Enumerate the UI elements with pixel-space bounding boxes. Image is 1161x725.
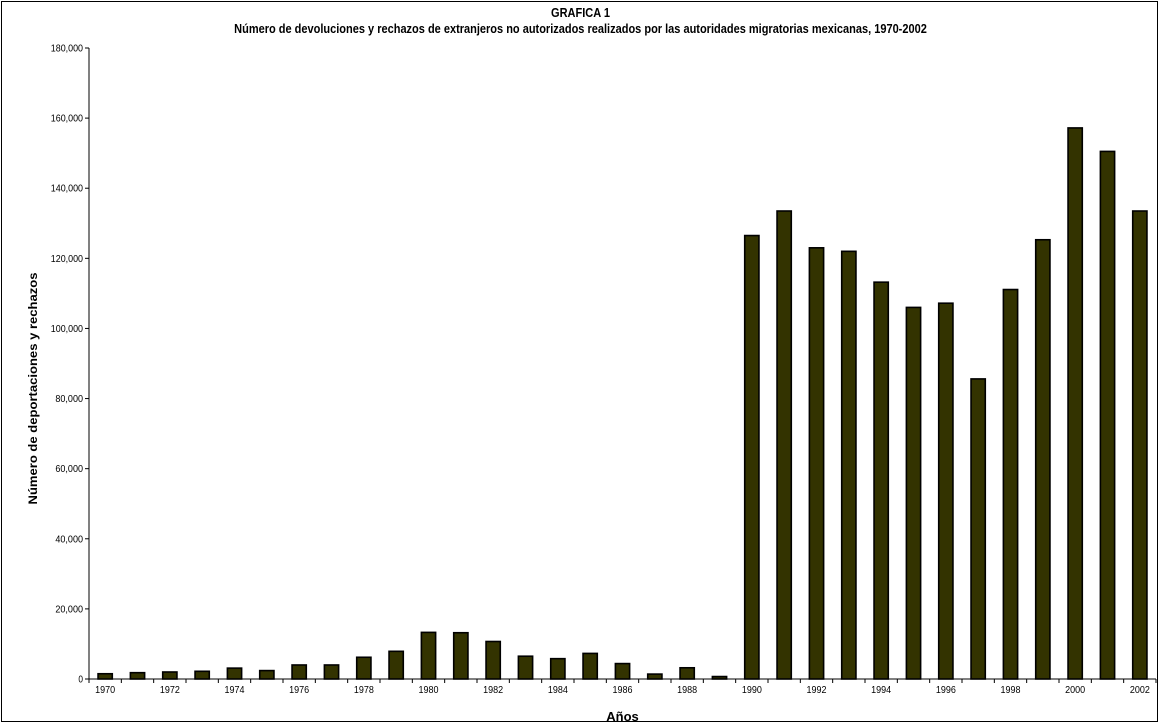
x-tick-label: 1998 bbox=[1001, 685, 1021, 696]
bar-1972 bbox=[161, 671, 178, 680]
bar-1981 bbox=[452, 631, 469, 680]
bars bbox=[97, 127, 1148, 680]
bar-1998 bbox=[1002, 288, 1019, 680]
bar-1978 bbox=[355, 656, 372, 680]
bar-1996 bbox=[937, 302, 954, 680]
y-tick-label: 40,000 bbox=[55, 534, 83, 545]
bar-1992 bbox=[808, 247, 825, 680]
y-tick-label: 20,000 bbox=[55, 604, 83, 615]
bar-1993 bbox=[840, 250, 857, 680]
bar-1991 bbox=[776, 210, 793, 680]
y-axis-title: Número de deportaciones y rechazos bbox=[28, 273, 40, 505]
chart-subtitle: Número de devoluciones y rechazos de ext… bbox=[234, 22, 927, 36]
x-tick-label: 1996 bbox=[936, 685, 956, 696]
x-tick-label: 1980 bbox=[419, 685, 439, 696]
bar-2000 bbox=[1067, 127, 1084, 680]
bar-1971 bbox=[129, 671, 146, 680]
y-tick-label: 140,000 bbox=[51, 184, 84, 195]
bar-1979 bbox=[388, 650, 405, 680]
x-tick-label: 1992 bbox=[807, 685, 827, 696]
bar-1970 bbox=[97, 672, 114, 680]
bar-1982 bbox=[485, 640, 502, 680]
bar-1999 bbox=[1034, 238, 1051, 680]
y-tick-label: 80,000 bbox=[55, 394, 83, 405]
x-tick-label: 1976 bbox=[289, 685, 309, 696]
bar-1980 bbox=[420, 631, 437, 680]
x-tick-label: 1984 bbox=[548, 685, 568, 696]
y-tick-label: 0 bbox=[78, 675, 83, 686]
x-tick-label: 1974 bbox=[225, 685, 245, 696]
x-tick-label: 2002 bbox=[1130, 685, 1150, 696]
bar-1995 bbox=[905, 306, 922, 680]
x-tick-label: 1982 bbox=[483, 685, 503, 696]
bar-1976 bbox=[291, 664, 308, 680]
bar-1975 bbox=[258, 669, 275, 680]
bar-1974 bbox=[226, 667, 243, 680]
bar-1985 bbox=[582, 652, 599, 680]
y-tick-label: 120,000 bbox=[51, 254, 84, 265]
x-axis-title: Años bbox=[606, 709, 639, 724]
x-axis-ticks: 1970 1972 1974 1976 1978 1980 1982 1984 1986 1988… bbox=[88, 679, 1157, 696]
bar-1983 bbox=[517, 655, 534, 680]
x-tick-label: 1978 bbox=[354, 685, 374, 696]
bar-2001 bbox=[1099, 150, 1116, 680]
y-tick-label: 180,000 bbox=[51, 44, 84, 55]
bar-1994 bbox=[873, 281, 890, 680]
y-tick-label: 60,000 bbox=[55, 464, 83, 475]
y-tick-label: 160,000 bbox=[51, 114, 84, 125]
bar-1988 bbox=[679, 666, 696, 680]
bar-1973 bbox=[194, 670, 211, 680]
x-tick-label: 1994 bbox=[871, 685, 891, 696]
x-tick-label: 1970 bbox=[95, 685, 115, 696]
y-tick-label: 100,000 bbox=[51, 324, 84, 335]
bar-1990 bbox=[743, 234, 760, 680]
bar-1984 bbox=[549, 657, 566, 680]
x-tick-label: 1986 bbox=[613, 685, 633, 696]
x-tick-label: 2000 bbox=[1065, 685, 1085, 696]
x-tick-label: 1972 bbox=[160, 685, 180, 696]
chart-title: GRAFICA 1 bbox=[551, 6, 610, 20]
x-tick-label: 1990 bbox=[742, 685, 762, 696]
bar-1977 bbox=[323, 664, 340, 680]
y-axis-ticks: 0 20,000 40,000 60,000 80,000 100,000 120,000 1… bbox=[51, 44, 89, 686]
bar-1997 bbox=[970, 378, 987, 680]
bar-2002 bbox=[1131, 210, 1148, 680]
bar-1987 bbox=[646, 673, 663, 680]
bar-1986 bbox=[614, 662, 631, 680]
x-tick-label: 1988 bbox=[677, 685, 697, 696]
